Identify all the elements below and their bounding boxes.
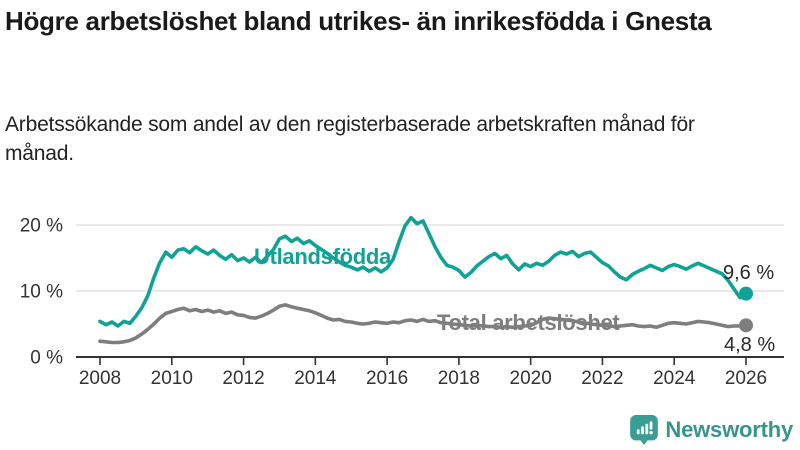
x-axis-tick-label: 2020 (510, 368, 552, 389)
brand-footer: Newsworthy (630, 415, 793, 445)
x-axis-tick-label: 2016 (366, 368, 408, 389)
series-end-dot (739, 318, 753, 333)
line-chart: 0 % 10 % 20 % 2008 2010 2012 2014 2016 2018 2020 2… (20, 215, 784, 389)
x-axis-tick-label: 2012 (222, 368, 264, 389)
x-axis-tick-label: 2008 (79, 368, 121, 389)
x-axis-tick-label: 2018 (438, 368, 480, 389)
end-value-label: 9,6 % (723, 262, 774, 284)
brand-name: Newsworthy (665, 417, 793, 442)
newsworthy-logo-icon (630, 415, 659, 445)
chart-subtitle: Arbetssökande som andel av den registerb… (5, 113, 695, 165)
series-end-dot (739, 286, 753, 301)
series-label: Utlandsfödda (254, 244, 392, 269)
y-axis-tick-label: 0 % (30, 348, 63, 369)
x-axis-tick-label: 2024 (653, 368, 696, 389)
y-axis-tick-label: 20 % (20, 216, 63, 237)
series-line-total (98, 303, 748, 345)
logo-bars-icon (637, 421, 654, 435)
end-value-label: 4,8 % (724, 334, 775, 356)
chart-title: Högre arbetslöshet bland utrikes- än inr… (5, 6, 712, 36)
logo-badge-shape (630, 415, 659, 445)
series-label: Total arbetslöshet (437, 310, 620, 335)
x-axis-tick-label: 2026 (725, 368, 767, 389)
x-axis-tick-label: 2022 (581, 368, 623, 389)
series-line-utlandsfodda (98, 215, 748, 328)
y-axis-tick-label: 10 % (20, 282, 63, 303)
x-axis-tick-label: 2010 (151, 368, 193, 389)
x-axis-tick-label: 2014 (294, 368, 337, 389)
